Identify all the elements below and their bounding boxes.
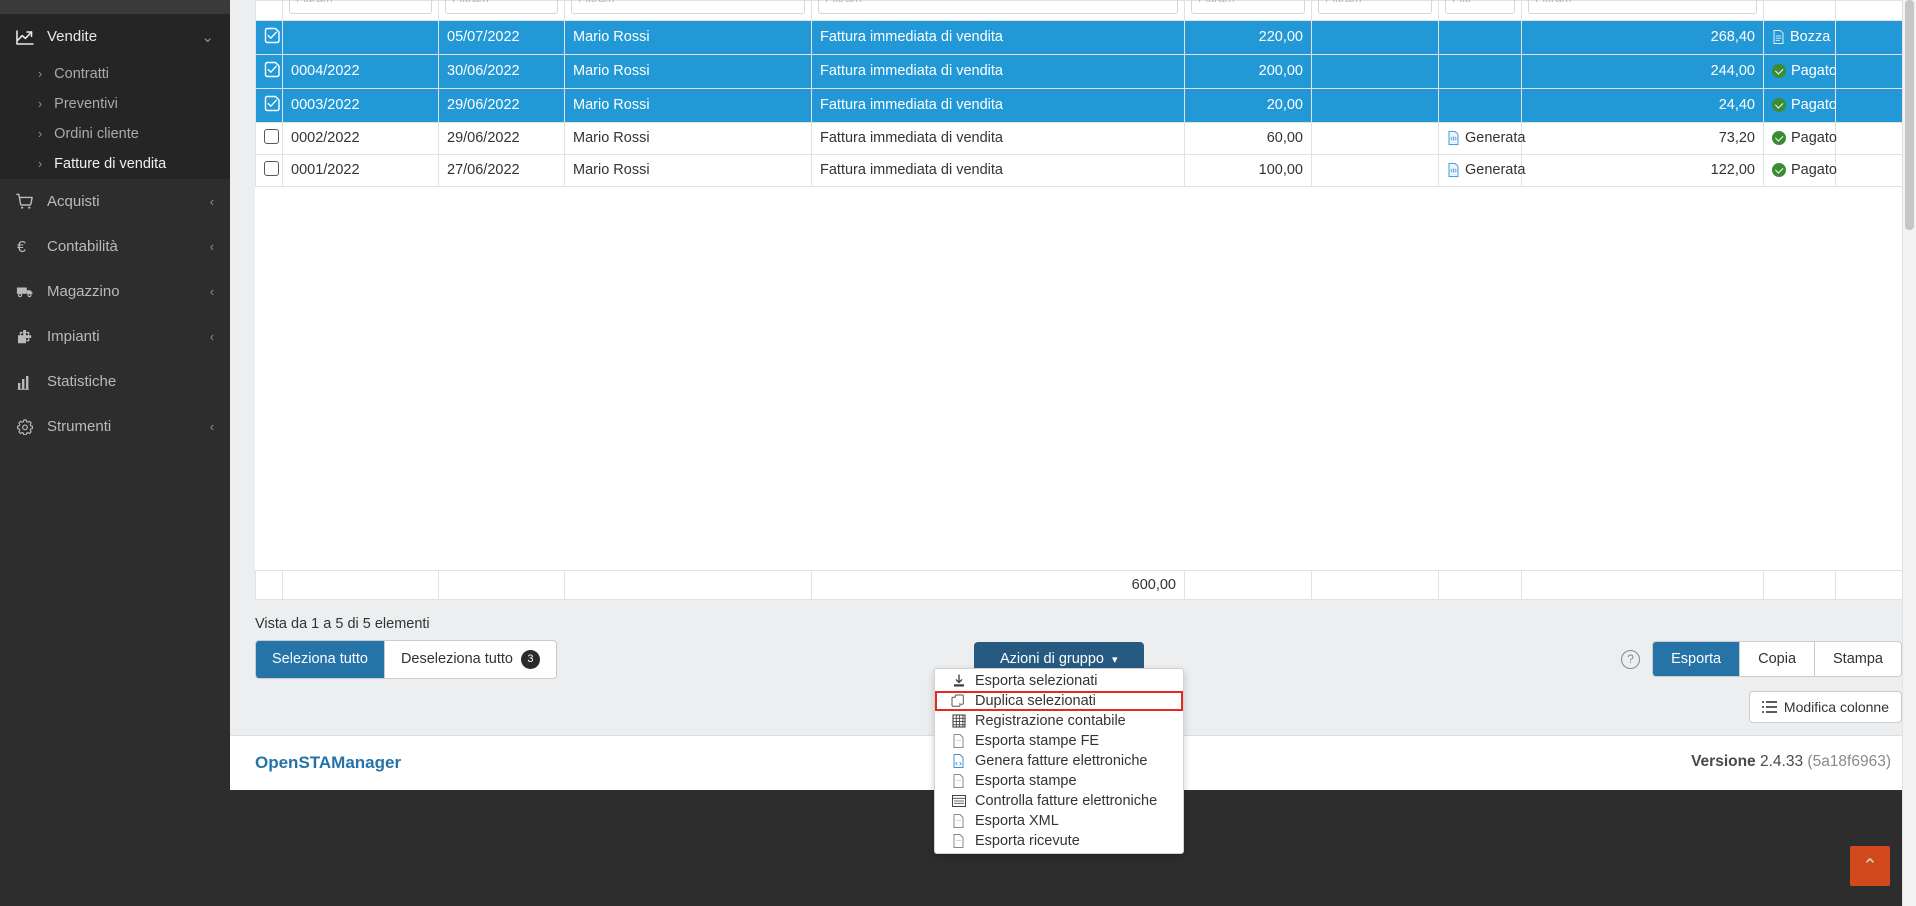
svg-text:€: € [17,239,26,256]
